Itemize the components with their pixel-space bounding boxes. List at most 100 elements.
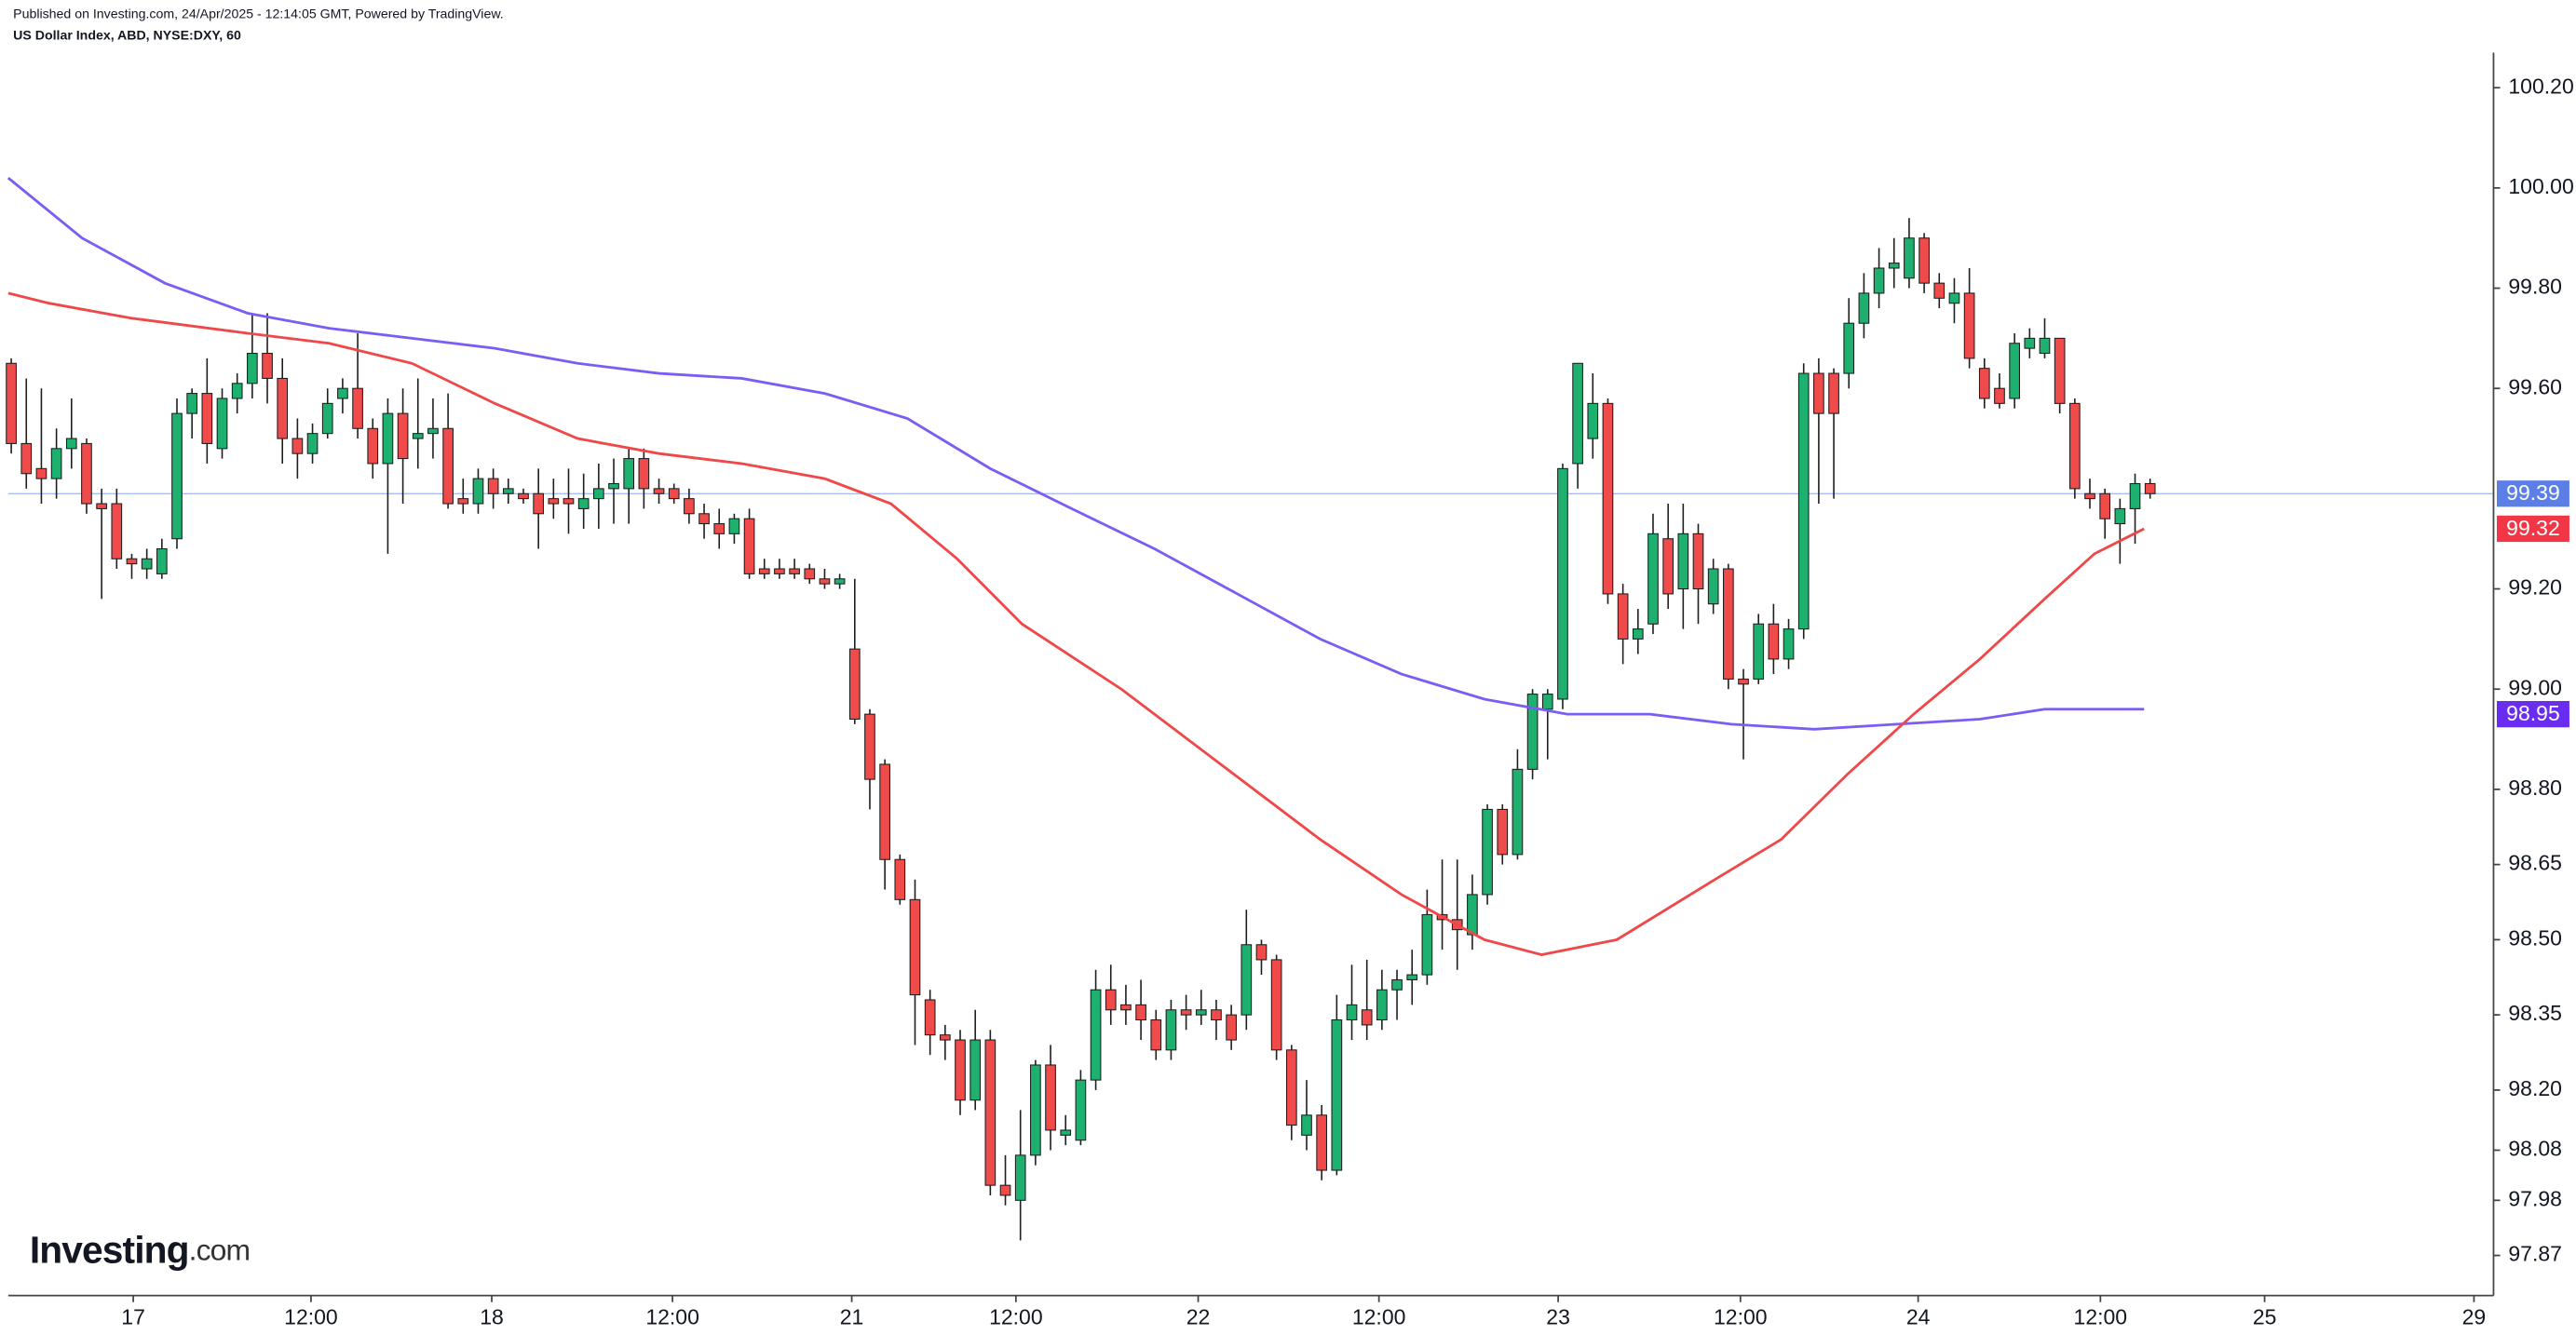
candle-body: [1904, 237, 1915, 279]
symbol-title: US Dollar Index, ABD, NYSE:DXY, 60: [13, 28, 241, 43]
candle-body: [247, 352, 258, 384]
candle-body: [1888, 263, 1900, 269]
price-tag-label: 99.32: [2506, 516, 2560, 540]
candle-body: [577, 498, 590, 509]
y-tick-label: 97.98: [2508, 1186, 2562, 1210]
candle-body: [1045, 1064, 1056, 1131]
candle-body: [1858, 292, 1870, 324]
x-tick-label: 12:00: [284, 1304, 338, 1328]
x-tick-label: 21: [840, 1304, 864, 1328]
candle-body: [2054, 337, 2066, 404]
candle-body: [1662, 538, 1674, 595]
x-tick-label: 12:00: [989, 1304, 1043, 1328]
candle-body: [502, 488, 514, 494]
candle-body: [2039, 337, 2051, 355]
candle-body: [35, 467, 47, 479]
candle-body: [141, 558, 153, 570]
candle-body: [171, 412, 183, 540]
candle-body: [1150, 1018, 1162, 1051]
y-tick-label: 98.08: [2508, 1137, 2562, 1161]
candle-body: [1090, 989, 1102, 1081]
y-tick-label: 99.60: [2508, 374, 2562, 398]
y-tick-label: 99.00: [2508, 675, 2562, 699]
candle-body: [1135, 1004, 1146, 1021]
candle-body: [924, 999, 936, 1036]
candle-body: [352, 387, 363, 429]
candle-body: [668, 488, 680, 500]
x-tick-label: 18: [480, 1304, 504, 1328]
candle-body: [1482, 808, 1493, 896]
candle-body: [472, 478, 484, 505]
candle-body: [1797, 372, 1810, 630]
candle-body: [1994, 387, 2005, 404]
candle-body: [291, 438, 304, 454]
candle-body: [1647, 533, 1659, 625]
candle-body: [1632, 628, 1644, 640]
candle-body: [1120, 1004, 1132, 1011]
candle-body: [1677, 533, 1689, 590]
candle-body: [442, 427, 454, 505]
candle-body: [653, 488, 665, 494]
candle-body: [1060, 1129, 1072, 1136]
candle-body: [277, 377, 289, 439]
y-tick-label: 98.35: [2508, 1001, 2562, 1025]
candle-body: [1331, 1018, 1343, 1171]
candle-body: [1873, 267, 1885, 294]
candle-body: [999, 1184, 1011, 1196]
candle-body: [1030, 1064, 1041, 1156]
y-tick-label: 98.65: [2508, 851, 2562, 875]
candle-body: [1014, 1154, 1026, 1201]
candle-body: [50, 448, 62, 479]
candle-body: [1361, 1009, 1373, 1026]
candle-body: [804, 568, 816, 580]
candle-body: [6, 362, 17, 444]
candle-body: [1768, 623, 1780, 660]
candle-body: [1948, 292, 1960, 304]
candle-body: [1738, 678, 1749, 685]
price-tag-label: 99.39: [2506, 480, 2560, 505]
candle-body: [1587, 402, 1599, 439]
candle-body: [2099, 492, 2111, 519]
candle-body: [81, 442, 92, 505]
candle-body: [698, 513, 710, 525]
candle-body: [367, 427, 379, 465]
y-tick-label: 99.20: [2508, 575, 2562, 600]
candle-body: [1572, 362, 1583, 465]
candle-body: [1828, 372, 1839, 414]
candle-body: [939, 1034, 951, 1041]
candle-body: [1406, 974, 1418, 980]
candle-body: [518, 492, 529, 500]
candle-body: [1933, 282, 1946, 299]
candle-body: [684, 498, 695, 515]
plot-area: [6, 177, 2494, 1241]
candle-body: [1843, 322, 1855, 374]
y-tick-label: 98.50: [2508, 925, 2562, 950]
candle-body: [2024, 337, 2036, 349]
candle-body: [1270, 959, 1282, 1051]
candle-body: [864, 713, 875, 780]
candle-body: [848, 648, 861, 721]
candle-body: [1391, 978, 1403, 991]
candle-body: [1723, 568, 1734, 680]
candle-body: [412, 433, 424, 439]
x-tick-label: 22: [1186, 1304, 1211, 1328]
candle-body: [337, 387, 348, 399]
candle-body: [728, 518, 740, 534]
candle-body: [186, 393, 198, 414]
candle-body: [262, 352, 273, 379]
candle-body: [834, 578, 846, 585]
candle-body: [1978, 368, 1990, 399]
candle-body: [1963, 292, 1975, 359]
candle-body: [2084, 492, 2095, 500]
x-tick-label: 24: [1906, 1304, 1931, 1328]
candle-body: [126, 558, 138, 565]
candle-body: [1692, 533, 1704, 590]
candle-body: [533, 492, 545, 515]
candle-body: [819, 578, 831, 585]
candle-body: [457, 498, 469, 505]
candle-body: [608, 482, 619, 490]
candle-body: [984, 1039, 997, 1186]
candle-body: [397, 412, 409, 460]
candle-body: [1467, 894, 1478, 936]
